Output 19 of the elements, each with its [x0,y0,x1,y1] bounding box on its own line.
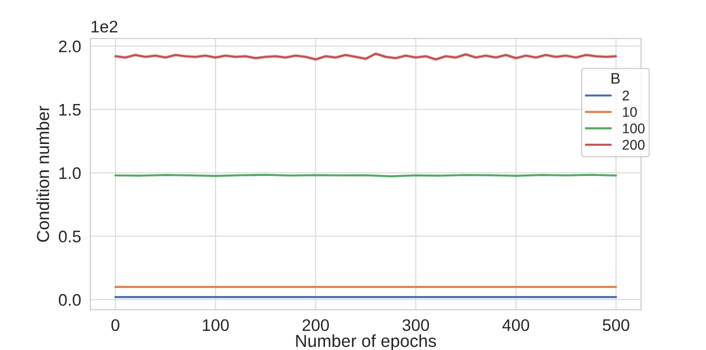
x-tick-label: 500 [602,319,630,332]
y-tick-label: 0.0 [58,294,81,306]
y-axis-title: Condition number [36,106,50,242]
x-tick-label: 100 [202,319,229,332]
text: 1e2 [92,20,118,32]
x-tick-label: 300 [402,319,430,332]
y-tick-label: 0.5 [58,230,81,242]
legend-label: 100 [623,123,645,134]
y-tick-label: 1.5 [59,104,81,116]
legend-title: B [612,73,620,84]
y-tick-label: 2.0 [59,40,81,52]
legend-label: 10 [623,107,637,117]
legend-label: 200 [622,140,645,150]
x-tick-label: 0 [111,319,120,332]
x-tick-label: 400 [502,319,530,332]
x-tick-label: 200 [302,319,329,332]
x-axis-title: Number of epochs [296,334,436,350]
legend-label: 2 [622,90,629,100]
y-tick-label: 1.0 [59,167,81,180]
